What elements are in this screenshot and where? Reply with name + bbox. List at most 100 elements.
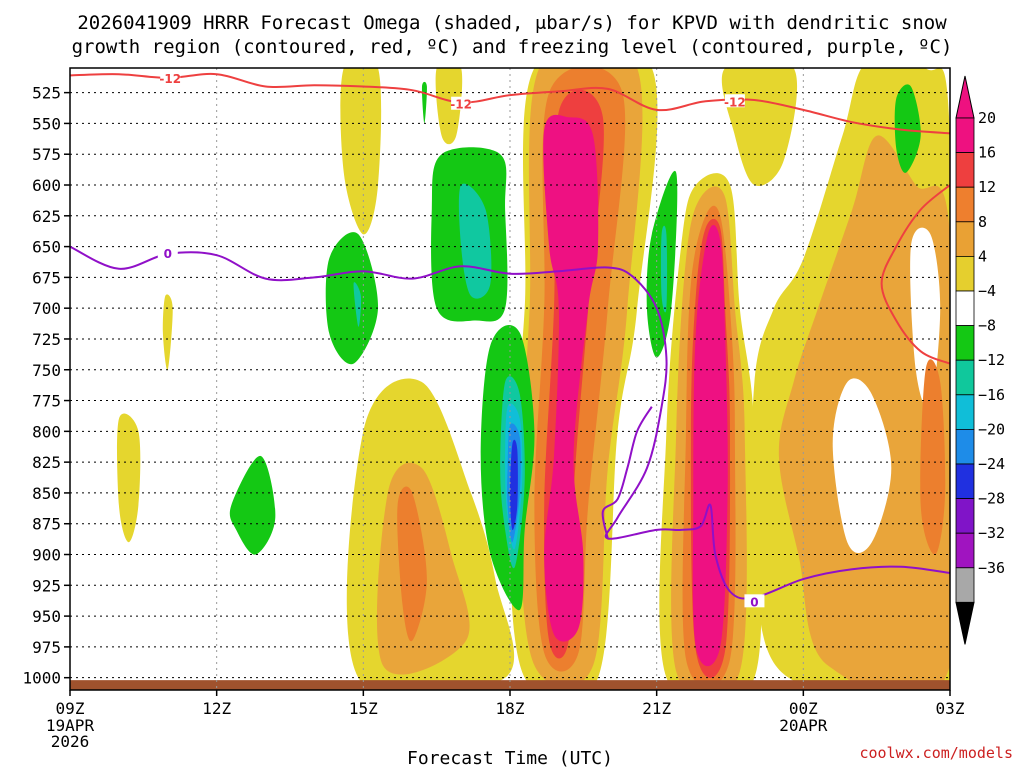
colorbar-swatch-12 <box>955 532 975 569</box>
colorbar-swatch-4 <box>955 255 975 292</box>
y-tick-label-725: 725 <box>32 330 61 349</box>
dendritic-minus12-line-label-1: -12 <box>450 98 472 112</box>
x-tick-label-18Z: 18Z <box>496 699 525 718</box>
dendritic-minus12-line-label-2: -12 <box>724 95 746 109</box>
y-tick-label-825: 825 <box>32 453 61 472</box>
omega-region-teal-31 <box>353 282 362 327</box>
x-tick-label-03Z: 03Z <box>936 699 965 718</box>
contour-lines: -12 -12 -12 0 0 <box>70 70 950 609</box>
omega-region-yellow-18 <box>340 68 382 235</box>
y-tick-label-925: 925 <box>32 576 61 595</box>
colorbar-label-12: −32 <box>978 524 1005 542</box>
colorbar-swatch-11 <box>955 498 975 534</box>
chart-title-line-1: 2026041909 HRRR Forecast Omega (shaded, … <box>77 12 947 34</box>
colorbar-swatch-6 <box>955 325 975 361</box>
y-tick-label-975: 975 <box>32 638 61 657</box>
omega-region-green-30 <box>325 232 379 365</box>
y-tick-label-750: 750 <box>32 361 61 380</box>
y-tick-label-775: 775 <box>32 392 61 411</box>
omega-region-yellow-21 <box>117 413 141 543</box>
ground-fill <box>70 680 950 690</box>
freezing-level-0-line <box>70 245 950 600</box>
y-tick-label-1000: 1000 <box>22 669 61 688</box>
omega-region-green-36 <box>421 81 427 124</box>
credit-link[interactable]: coolwx.com/models <box>859 744 1013 762</box>
chart-title-line-2: growth region (contoured, red, ºC) and f… <box>72 36 953 58</box>
omega-region-yellow-20 <box>721 68 797 186</box>
dendritic-minus12-line-label-0: -12 <box>159 72 181 86</box>
colorbar-label-2: 12 <box>978 178 996 196</box>
colorbar-swatch-2 <box>955 186 975 223</box>
omega-region-orange-17 <box>397 486 427 642</box>
x-tick-sublabel-00Z-0: 20APR <box>779 716 828 735</box>
grid-lines <box>70 68 950 690</box>
dendritic-minus12-line-label-bg-0 <box>160 70 181 84</box>
y-tick-label-550: 550 <box>32 114 61 133</box>
omega-shading <box>117 68 950 690</box>
x-tick-label-12Z: 12Z <box>202 699 231 718</box>
colorbar-label-5: −4 <box>978 282 996 300</box>
omega-region-magenta-9 <box>692 225 728 667</box>
dendritic-minus12-line-label-bg-1 <box>451 96 472 110</box>
y-tick-label-525: 525 <box>32 84 61 103</box>
colorbar-swatch-1 <box>955 152 975 188</box>
colorbar-label-4: 4 <box>978 247 987 265</box>
x-tick-label-00Z: 00Z <box>789 699 818 718</box>
x-tick-label-09Z: 09Z <box>56 699 85 718</box>
y-tick-label-875: 875 <box>32 515 61 534</box>
colorbar-swatch-3 <box>955 221 975 257</box>
colorbar-label-0: 20 <box>978 109 996 127</box>
colorbar-label-9: −20 <box>978 420 1005 438</box>
freezing-level-0-line-label-bg-1 <box>744 594 765 608</box>
dendritic-minus12-line-label-bg-2 <box>724 94 745 108</box>
dendritic-minus12-line <box>70 72 950 135</box>
x-tick-sublabel-09Z-1: 2026 <box>51 732 90 751</box>
omega-region-yellow-22 <box>162 294 173 371</box>
colorbar-label-11: −28 <box>978 490 1005 508</box>
freezing-level-0-line-label-bg-0 <box>157 245 178 259</box>
x-tick-sublabel-09Z-0: 19APR <box>46 716 95 735</box>
colorbar: 20 16 12 8 4 −4 −8 −12 −16 −20 −24 −28 −32 −36 <box>955 75 1005 645</box>
y-tick-label-675: 675 <box>32 268 61 287</box>
colorbar-label-6: −8 <box>978 317 996 335</box>
freezing-level-0-line-label-1: 0 <box>750 595 758 609</box>
omega-region-white-12 <box>832 378 892 554</box>
colorbar-label-10: −24 <box>978 455 1005 473</box>
colorbar-label-7: −12 <box>978 351 1005 369</box>
omega-region-green-34 <box>229 455 276 555</box>
colorbar-top-triangle <box>955 75 975 119</box>
omega-region-yellow-19 <box>435 68 463 145</box>
colorbar-bottom-triangle <box>955 601 975 645</box>
colorbar-label-8: −16 <box>978 386 1005 404</box>
y-tick-label-575: 575 <box>32 145 61 164</box>
y-tick-label-600: 600 <box>32 176 61 195</box>
y-tick-label-800: 800 <box>32 422 61 441</box>
x-axis-label: Forecast Time (UTC) <box>407 748 613 768</box>
omega-region-orange-14 <box>920 359 946 555</box>
freezing-level-0-bend <box>601 406 653 539</box>
y-tick-label-850: 850 <box>32 484 61 503</box>
y-tick-label-950: 950 <box>32 607 61 626</box>
omega-region-green-35 <box>894 84 921 173</box>
dendritic-minus12-side <box>880 184 950 365</box>
colorbar-swatch-0 <box>955 117 975 153</box>
ground-layer <box>70 680 950 690</box>
colorbar-label-1: 16 <box>978 144 996 162</box>
colorbar-swatch-8 <box>955 394 975 430</box>
colorbar-swatch-9 <box>955 428 975 465</box>
colorbar-label-13: −36 <box>978 559 1005 577</box>
colorbar-swatch-7 <box>955 359 975 396</box>
colorbar-swatch-10 <box>955 463 975 499</box>
freezing-level-0-line-label-0: 0 <box>164 247 172 261</box>
y-axis: 525 550 575 600 625 650 675 700 725 750 775 800 825 8… <box>22 84 70 688</box>
colorbar-swatch-13 <box>955 567 975 603</box>
y-tick-label-900: 900 <box>32 546 61 565</box>
y-tick-label-650: 650 <box>32 238 61 257</box>
x-tick-label-15Z: 15Z <box>349 699 378 718</box>
x-tick-label-21Z: 21Z <box>642 699 671 718</box>
y-tick-label-625: 625 <box>32 207 61 226</box>
colorbar-label-3: 8 <box>978 213 987 231</box>
omega-region-teal-33 <box>660 225 668 313</box>
